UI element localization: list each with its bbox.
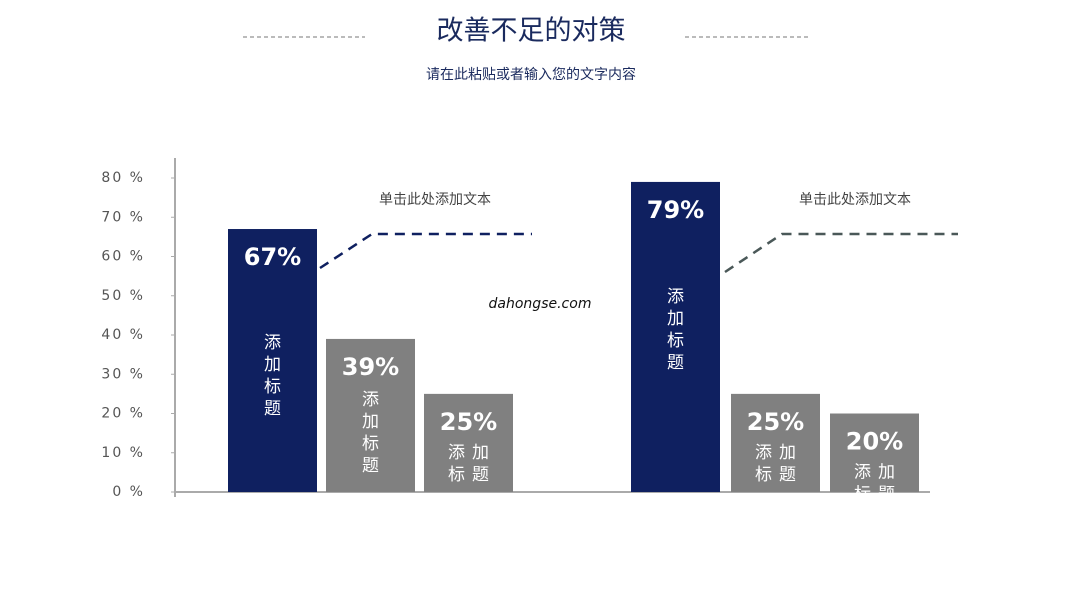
- bar: [830, 413, 919, 492]
- y-tick-label: 80 %: [101, 170, 145, 186]
- annotation: 单击此处添加文本: [379, 192, 491, 208]
- value-label: 25%: [440, 408, 497, 436]
- y-tick-label: 70 %: [101, 209, 145, 225]
- bar: [424, 393, 513, 492]
- bar: [326, 338, 415, 492]
- annotation: 单击此处添加文本: [799, 192, 911, 208]
- y-tick-label: 10 %: [101, 445, 145, 461]
- bar: [731, 393, 820, 492]
- bar-name: 添加标题: [755, 443, 796, 485]
- y-tick-label: 0 %: [112, 484, 145, 500]
- bar-name: 添加标题: [362, 390, 379, 476]
- watermark: dahongse.com: [489, 296, 592, 312]
- bar-name: 添加标题: [448, 443, 489, 485]
- bar-name: 添加标题: [264, 333, 281, 419]
- y-tick-label: 40 %: [101, 327, 145, 343]
- title: 改善不足的对策: [437, 16, 626, 47]
- annotation-line: [319, 232, 532, 270]
- y-tick-label: 20 %: [101, 406, 145, 422]
- value-label: 79%: [647, 196, 704, 224]
- y-tick-label: 60 %: [101, 249, 145, 265]
- y-tick-label: 50 %: [101, 288, 145, 304]
- value-label: 39%: [342, 353, 399, 381]
- y-tick-label: 30 %: [101, 366, 145, 382]
- annotation-line: [724, 232, 958, 274]
- bar: [228, 229, 317, 492]
- bar-name: 添加标题: [854, 463, 895, 505]
- subtitle: 请在此粘贴或者输入您的文字内容: [426, 66, 636, 83]
- value-label: 25%: [747, 408, 804, 436]
- bar-name: 添加标题: [667, 287, 684, 373]
- bar: [631, 181, 720, 493]
- value-label: 67%: [244, 243, 301, 271]
- value-label: 20%: [846, 428, 903, 456]
